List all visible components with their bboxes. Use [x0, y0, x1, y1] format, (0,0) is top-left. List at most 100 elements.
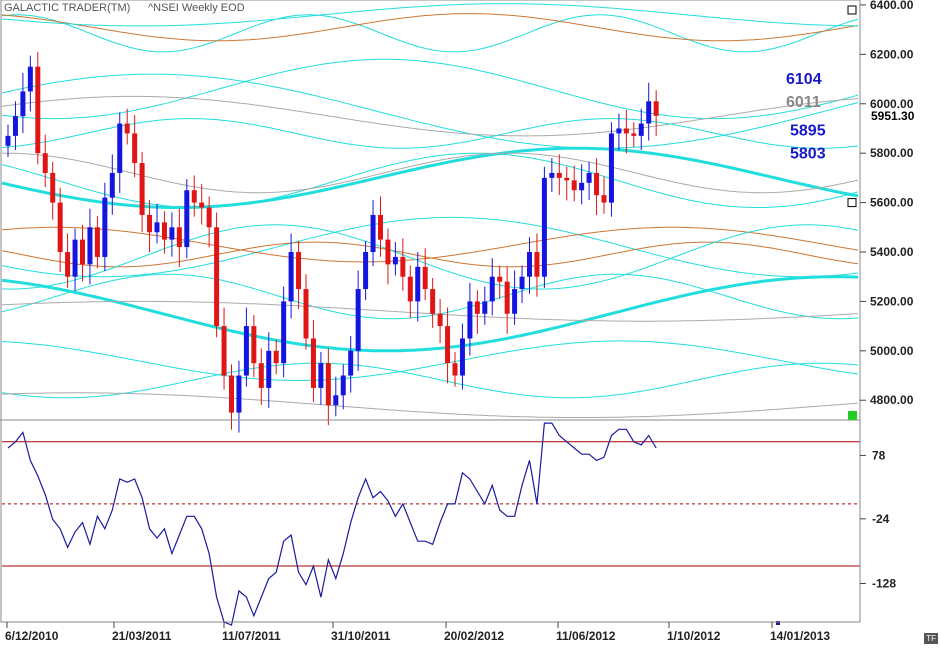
candle-body-39	[288, 252, 294, 302]
candle-body-49	[363, 252, 369, 290]
candle-body-28	[206, 207, 212, 228]
oscillator-line	[7, 422, 657, 626]
cycle-line-10	[2, 152, 859, 194]
price-tick-label-3: 6000.00	[870, 97, 914, 111]
x-tick-label-5: 20/02/2012	[444, 629, 504, 643]
candle-body-36	[266, 350, 272, 388]
price-tick-label-7: 5200.00	[870, 294, 914, 308]
candle-body-69	[512, 289, 518, 314]
cycle-line-3	[1, 13, 859, 42]
candle-body-40	[296, 252, 302, 290]
candle-body-50	[370, 214, 376, 252]
candle-body-25	[184, 190, 190, 248]
candle-body-2	[12, 116, 18, 136]
mid-marker	[847, 198, 857, 208]
cycle-line-6	[1, 95, 859, 137]
level-labels: 6104 6011 5895 5803	[786, 71, 826, 162]
candle-body-3	[20, 91, 26, 117]
level-label-6104: 6104	[786, 71, 822, 88]
candle-body-26	[191, 190, 197, 203]
candle-body-81	[601, 195, 607, 203]
candle-body-44	[325, 363, 331, 406]
candle-body-34	[251, 326, 257, 364]
cycle-line-9	[1, 152, 859, 208]
candle-body-61	[452, 363, 458, 376]
green-marker	[848, 411, 857, 420]
candle-body-13	[94, 227, 100, 257]
cycle-line-14	[1, 224, 859, 290]
ind-tick-label-3: -128	[872, 576, 896, 590]
candle-body-45	[333, 395, 339, 406]
candle-body-70	[519, 276, 525, 290]
plot-frame	[0, 0, 861, 623]
level-label-5803: 5803	[790, 145, 826, 162]
candle-body-73	[541, 177, 547, 277]
price-tick-label-9: 4800.00	[870, 393, 914, 407]
level-label-6011: 6011	[786, 94, 821, 111]
candle-body-38	[281, 301, 287, 364]
candle-body-65	[482, 301, 488, 314]
indicator-panel	[2, 422, 860, 626]
candle-body-76	[564, 177, 570, 181]
candle-body-37	[273, 350, 279, 364]
candle-body-55	[407, 276, 413, 302]
candle-body-54	[400, 256, 406, 277]
candle-body-41	[303, 289, 309, 339]
candle-body-80	[594, 172, 600, 196]
x-tick-label-3: 11/07/2011	[222, 629, 281, 643]
candle-body-85	[631, 133, 637, 136]
candle-body-47	[348, 350, 354, 376]
candle-body-77	[571, 180, 577, 191]
price-tick-label-2: 6200.00	[870, 47, 914, 61]
candle-body-16	[117, 123, 123, 173]
candle-body-74	[549, 172, 555, 178]
candle-body-31	[229, 375, 234, 413]
top-marker	[847, 5, 857, 15]
candle-body-75	[556, 172, 562, 178]
candle-body-53	[392, 256, 398, 265]
candle-body-46	[340, 375, 346, 396]
candle-body-32	[236, 375, 242, 413]
price-tick-label-6: 5400.00	[870, 245, 914, 259]
candle-body-64	[474, 301, 480, 314]
price-tick-label-1: 6400.00	[870, 0, 914, 12]
cycle-line-16	[1, 273, 859, 320]
candle-body-22	[161, 222, 167, 240]
candle-body-6	[42, 153, 48, 173]
candle-body-42	[310, 338, 316, 388]
candle-body-35	[258, 363, 264, 388]
candle-body-83	[616, 128, 622, 134]
candle-body-63	[467, 301, 473, 339]
candle-body-72	[534, 252, 540, 277]
candle-body-71	[527, 252, 532, 277]
candle-body-10	[72, 239, 78, 277]
candle-body-58	[430, 289, 436, 314]
corner-badge[interactable]: TF	[924, 633, 938, 644]
cycle-line-7	[1, 118, 859, 149]
cycle-line-18	[1, 340, 859, 381]
candle-body-33	[243, 326, 249, 376]
candle-body-68	[504, 281, 510, 314]
candle-body-88	[653, 101, 659, 116]
candle-body-19	[139, 163, 145, 215]
candle-body-52	[385, 239, 391, 265]
x-tick-label-4: 31/10/2011	[331, 629, 391, 643]
candle-body-66	[489, 276, 495, 302]
candle-body-17	[124, 123, 130, 134]
x-tick-label-1: 6/12/2010	[5, 629, 59, 643]
cycle-lines	[1, 3, 859, 418]
last-price-label: 5951.30	[871, 109, 915, 123]
x-tick-label-8: 14/01/2013	[770, 629, 830, 643]
candle-body-21	[154, 222, 160, 233]
candle-body-8	[57, 202, 63, 252]
candles	[5, 51, 659, 433]
cycle-line-1	[1, 73, 859, 149]
app-title: GALACTIC TRADER(TM)	[4, 2, 131, 14]
candle-body-57	[422, 266, 428, 290]
cycle-line-20	[1, 392, 859, 418]
x-tick-label-2: 21/03/2011	[112, 629, 172, 643]
cycle-line-8	[1, 146, 859, 209]
candle-body-79	[586, 172, 592, 183]
candle-body-24	[176, 227, 182, 248]
